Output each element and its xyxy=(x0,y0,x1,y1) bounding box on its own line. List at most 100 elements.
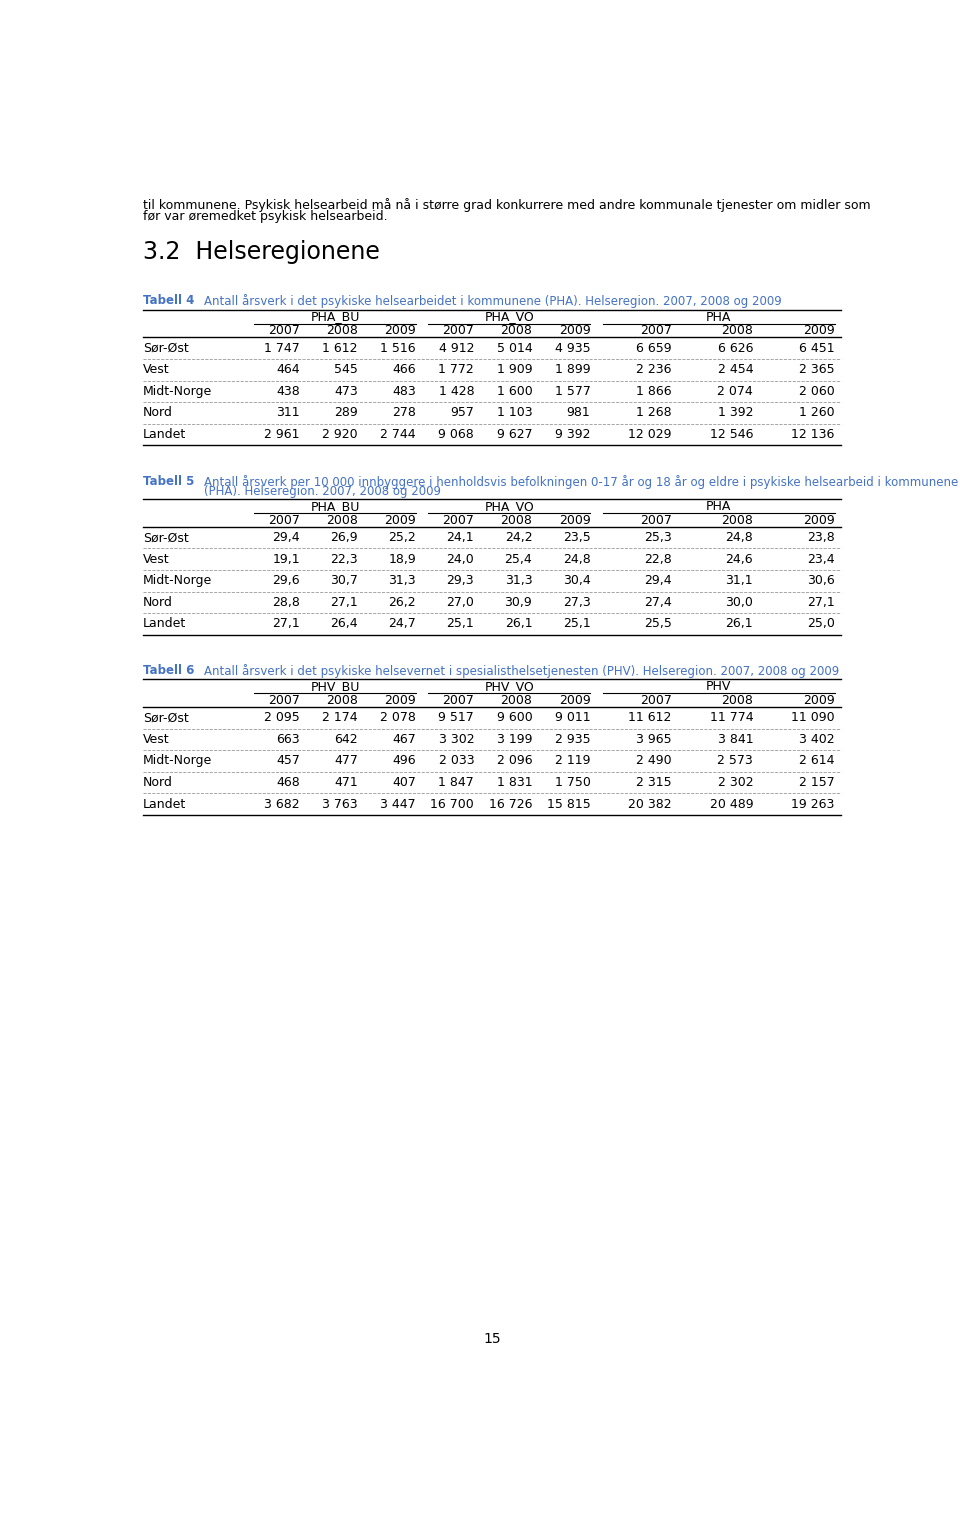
Text: 11 612: 11 612 xyxy=(629,711,672,725)
Text: 1 516: 1 516 xyxy=(380,342,416,355)
Text: 2008: 2008 xyxy=(326,514,358,528)
Text: 26,1: 26,1 xyxy=(505,618,532,630)
Text: Vest: Vest xyxy=(143,553,170,566)
Text: 16 700: 16 700 xyxy=(430,798,474,810)
Text: 2 935: 2 935 xyxy=(555,732,590,746)
Text: 2 302: 2 302 xyxy=(717,777,754,789)
Text: 25,3: 25,3 xyxy=(644,531,672,544)
Text: 1 392: 1 392 xyxy=(718,407,754,419)
Text: 278: 278 xyxy=(393,407,416,419)
Text: 20 489: 20 489 xyxy=(709,798,754,810)
Text: Nord: Nord xyxy=(143,777,173,789)
Text: PHA_VO: PHA_VO xyxy=(485,500,535,512)
Text: 3 841: 3 841 xyxy=(717,732,754,746)
Text: 12 136: 12 136 xyxy=(791,428,834,440)
Text: 2007: 2007 xyxy=(640,324,672,338)
Text: til kommunene. Psykisk helsearbeid må nå i større grad konkurrere med andre komm: til kommunene. Psykisk helsearbeid må nå… xyxy=(143,199,871,213)
Text: PHA: PHA xyxy=(706,500,732,512)
Text: 24,0: 24,0 xyxy=(446,553,474,566)
Text: 6 626: 6 626 xyxy=(718,342,754,355)
Text: 2 961: 2 961 xyxy=(264,428,300,440)
Text: 2009: 2009 xyxy=(559,694,590,706)
Text: 2007: 2007 xyxy=(268,324,300,338)
Text: 2007: 2007 xyxy=(443,324,474,338)
Text: 1 260: 1 260 xyxy=(799,407,834,419)
Text: 24,8: 24,8 xyxy=(563,553,590,566)
Text: 4 935: 4 935 xyxy=(555,342,590,355)
Text: 9 600: 9 600 xyxy=(496,711,532,725)
Text: Antall årsverk i det psykiske helsevernet i spesialisthelsetjenesten (PHV). Hels: Antall årsverk i det psykiske helseverne… xyxy=(204,664,839,677)
Text: 30,6: 30,6 xyxy=(806,575,834,587)
Text: 1 831: 1 831 xyxy=(496,777,532,789)
Text: Midt-Norge: Midt-Norge xyxy=(143,385,212,398)
Text: 31,1: 31,1 xyxy=(726,575,754,587)
Text: 4 912: 4 912 xyxy=(439,342,474,355)
Text: 2 074: 2 074 xyxy=(717,385,754,398)
Text: 31,3: 31,3 xyxy=(505,575,532,587)
Text: 26,2: 26,2 xyxy=(389,596,416,609)
Text: 6 451: 6 451 xyxy=(799,342,834,355)
Text: 2009: 2009 xyxy=(559,514,590,528)
Text: 471: 471 xyxy=(334,777,358,789)
Text: 2 454: 2 454 xyxy=(717,364,754,376)
Text: 2 614: 2 614 xyxy=(799,754,834,768)
Text: 2007: 2007 xyxy=(640,514,672,528)
Text: 1 909: 1 909 xyxy=(496,364,532,376)
Text: 957: 957 xyxy=(450,407,474,419)
Text: 5 014: 5 014 xyxy=(496,342,532,355)
Text: 9 011: 9 011 xyxy=(555,711,590,725)
Text: 1 750: 1 750 xyxy=(555,777,590,789)
Text: 1 103: 1 103 xyxy=(496,407,532,419)
Text: 477: 477 xyxy=(334,754,358,768)
Text: 23,4: 23,4 xyxy=(807,553,834,566)
Text: 2009: 2009 xyxy=(384,514,416,528)
Text: 2 920: 2 920 xyxy=(323,428,358,440)
Text: 31,3: 31,3 xyxy=(389,575,416,587)
Text: 30,4: 30,4 xyxy=(563,575,590,587)
Text: 3 402: 3 402 xyxy=(799,732,834,746)
Text: 2009: 2009 xyxy=(384,324,416,338)
Text: 2 060: 2 060 xyxy=(799,385,834,398)
Text: Vest: Vest xyxy=(143,732,170,746)
Text: PHV: PHV xyxy=(706,680,732,693)
Text: 2007: 2007 xyxy=(443,694,474,706)
Text: 289: 289 xyxy=(334,407,358,419)
Text: 2 315: 2 315 xyxy=(636,777,672,789)
Text: 2008: 2008 xyxy=(500,514,532,528)
Text: 11 774: 11 774 xyxy=(709,711,754,725)
Text: 3 447: 3 447 xyxy=(380,798,416,810)
Text: 24,2: 24,2 xyxy=(505,531,532,544)
Text: 16 726: 16 726 xyxy=(489,798,532,810)
Text: 26,1: 26,1 xyxy=(726,618,754,630)
Text: 2 033: 2 033 xyxy=(439,754,474,768)
Text: 9 627: 9 627 xyxy=(496,428,532,440)
Text: 642: 642 xyxy=(334,732,358,746)
Text: 11 090: 11 090 xyxy=(791,711,834,725)
Text: 3 965: 3 965 xyxy=(636,732,672,746)
Text: 2 573: 2 573 xyxy=(717,754,754,768)
Text: 19,1: 19,1 xyxy=(273,553,300,566)
Text: 27,1: 27,1 xyxy=(806,596,834,609)
Text: 12 546: 12 546 xyxy=(709,428,754,440)
Text: Sør-Øst: Sør-Øst xyxy=(143,342,189,355)
Text: 25,1: 25,1 xyxy=(563,618,590,630)
Text: 2009: 2009 xyxy=(803,514,834,528)
Text: Landet: Landet xyxy=(143,798,186,810)
Text: 2009: 2009 xyxy=(384,694,416,706)
Text: 30,9: 30,9 xyxy=(505,596,532,609)
Text: 28,8: 28,8 xyxy=(272,596,300,609)
Text: 2 078: 2 078 xyxy=(380,711,416,725)
Text: 24,8: 24,8 xyxy=(726,531,754,544)
Text: 2009: 2009 xyxy=(559,324,590,338)
Text: 25,1: 25,1 xyxy=(446,618,474,630)
Text: 2 174: 2 174 xyxy=(323,711,358,725)
Text: PHA: PHA xyxy=(706,310,732,324)
Text: 2 365: 2 365 xyxy=(799,364,834,376)
Text: 1 268: 1 268 xyxy=(636,407,672,419)
Text: 19 263: 19 263 xyxy=(791,798,834,810)
Text: Midt-Norge: Midt-Norge xyxy=(143,575,212,587)
Text: 9 392: 9 392 xyxy=(555,428,590,440)
Text: 466: 466 xyxy=(393,364,416,376)
Text: 1 899: 1 899 xyxy=(555,364,590,376)
Text: 3 763: 3 763 xyxy=(323,798,358,810)
